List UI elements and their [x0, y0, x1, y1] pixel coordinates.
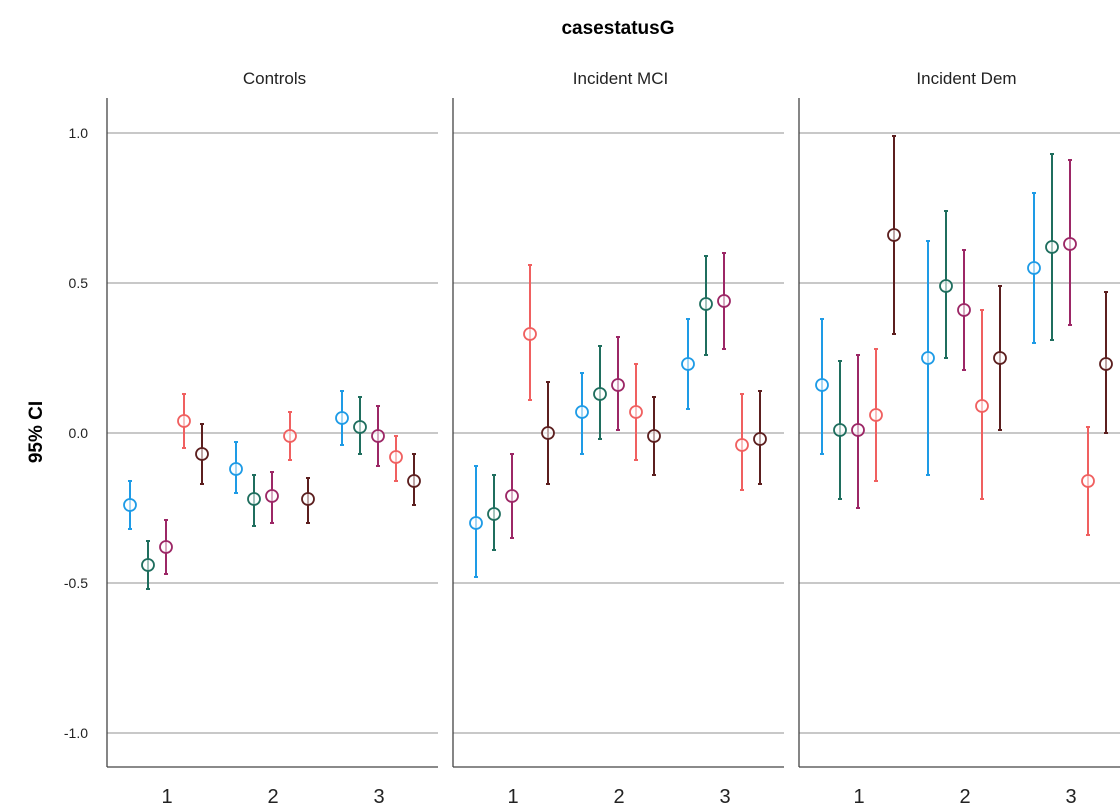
mean-marker [487, 507, 501, 521]
mean-marker [353, 420, 367, 434]
mean-marker [407, 474, 421, 488]
mean-marker [123, 498, 137, 512]
mean-marker [993, 351, 1007, 365]
mean-marker [1063, 237, 1077, 251]
x-tick-label: 2 [613, 786, 624, 807]
mean-marker [851, 423, 865, 437]
mean-marker [869, 408, 883, 422]
mean-marker [887, 228, 901, 242]
mean-marker [389, 450, 403, 464]
mean-marker [469, 516, 483, 530]
mean-marker [921, 351, 935, 365]
x-tick-label: 3 [719, 786, 730, 807]
panel-title: Incident MCI [573, 69, 668, 88]
mean-marker [975, 399, 989, 413]
mean-marker [195, 447, 209, 461]
panel-title: Controls [243, 69, 306, 88]
mean-marker [647, 429, 661, 443]
mean-marker [611, 378, 625, 392]
chart-title: casestatusG [561, 18, 674, 39]
mean-marker [283, 429, 297, 443]
panel-1: Incident MCI 1 2 3 [452, 69, 784, 808]
mean-marker [335, 411, 349, 425]
mean-marker [1045, 240, 1059, 254]
x-tick-label: 3 [373, 786, 384, 807]
mean-marker [229, 462, 243, 476]
mean-marker [1027, 261, 1041, 275]
mean-marker [939, 279, 953, 293]
mean-marker [301, 492, 315, 506]
panel-2: Incident Dem 1 2 3 [798, 69, 1120, 808]
mean-marker [735, 438, 749, 452]
mean-marker [247, 492, 261, 506]
mean-marker [265, 489, 279, 503]
y-tick-label: 1.0 [69, 125, 89, 141]
x-tick-label: 1 [507, 786, 518, 807]
mean-marker [1081, 474, 1095, 488]
mean-marker [1099, 357, 1113, 371]
mean-marker [815, 378, 829, 392]
mean-marker [681, 357, 695, 371]
x-tick-label: 1 [161, 786, 172, 807]
mean-marker [833, 423, 847, 437]
mean-marker [177, 414, 191, 428]
mean-marker [159, 540, 173, 554]
panel-0: Controls 1.0 0.5 0.0 -0.5 -1.0 1 2 3 [64, 69, 438, 808]
y-axis-label: 95% CI [26, 401, 47, 463]
mean-marker [717, 294, 731, 308]
mean-marker [753, 432, 767, 446]
x-tick-label: 3 [1065, 786, 1076, 807]
x-tick-label: 1 [853, 786, 864, 807]
mean-marker [541, 426, 555, 440]
mean-marker [575, 405, 589, 419]
mean-marker [699, 297, 713, 311]
mean-marker [371, 429, 385, 443]
mean-marker [629, 405, 643, 419]
panel-title: Incident Dem [916, 69, 1016, 88]
mean-marker [141, 558, 155, 572]
mean-marker [957, 303, 971, 317]
mean-marker [505, 489, 519, 503]
y-tick-label: 0.0 [69, 425, 89, 441]
mean-marker [523, 327, 537, 341]
x-tick-label: 2 [959, 786, 970, 807]
mean-marker [593, 387, 607, 401]
y-tick-label: 0.5 [69, 275, 89, 291]
y-tick-label: -1.0 [64, 725, 88, 741]
y-tick-label: -0.5 [64, 575, 88, 591]
x-tick-label: 2 [267, 786, 278, 807]
